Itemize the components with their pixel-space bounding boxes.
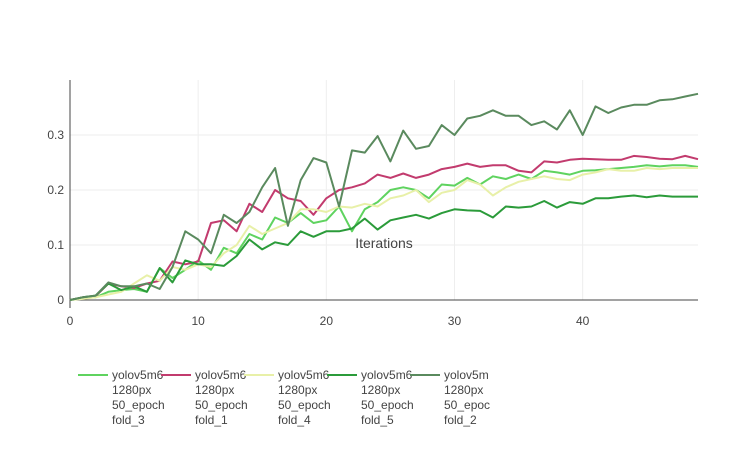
- x-tick-label: 20: [320, 314, 334, 328]
- y-tick-label: 0.1: [47, 238, 64, 252]
- legend-label: fold_5: [361, 413, 394, 427]
- legend[interactable]: yolov5m61280px50_epochfold_3yolov5m61280…: [78, 368, 490, 427]
- legend-label: 1280px: [278, 383, 317, 397]
- chart-annotation: Iterations: [355, 235, 413, 251]
- x-tick-label: 10: [191, 314, 205, 328]
- series-line-4: [69, 194, 698, 301]
- legend-label: fold_2: [444, 413, 477, 427]
- x-tick-label: 0: [67, 314, 74, 328]
- legend-label: 50_epoch: [112, 398, 165, 412]
- legend-label: fold_3: [112, 413, 145, 427]
- series-line-5: [69, 92, 699, 301]
- y-tick-label: 0.2: [47, 183, 64, 197]
- series-line-2: [69, 154, 699, 301]
- legend-label: fold_1: [195, 413, 228, 427]
- legend-label: 50_epoch: [361, 398, 414, 412]
- x-tick-label: 30: [448, 314, 462, 328]
- legend-label: yolov5m6: [112, 368, 164, 382]
- axis-layer: 0 0.1 0.2 0.3 0 10 20 30 40: [47, 80, 698, 328]
- legend-label: yolov5m6: [361, 368, 413, 382]
- legend-label: yolov5m: [444, 368, 489, 382]
- legend-label: 1280px: [195, 383, 234, 397]
- series-line-1: [69, 164, 699, 301]
- legend-label: 50_epoc: [444, 398, 490, 412]
- legend-label: yolov5m6: [278, 368, 330, 382]
- legend-label: 50_epoch: [195, 398, 248, 412]
- grid-layer: [70, 80, 698, 300]
- y-tick-label: 0: [57, 293, 64, 307]
- legend-label: yolov5m6: [195, 368, 247, 382]
- legend-label: 50_epoch: [278, 398, 331, 412]
- legend-label: 1280px: [361, 383, 400, 397]
- legend-label: 1280px: [112, 383, 151, 397]
- legend-label: 1280px: [444, 383, 483, 397]
- x-tick-label: 40: [576, 314, 590, 328]
- legend-label: fold_4: [278, 413, 311, 427]
- series-layer: [69, 92, 699, 301]
- series-line-3: [69, 167, 698, 301]
- y-tick-label: 0.3: [47, 128, 64, 142]
